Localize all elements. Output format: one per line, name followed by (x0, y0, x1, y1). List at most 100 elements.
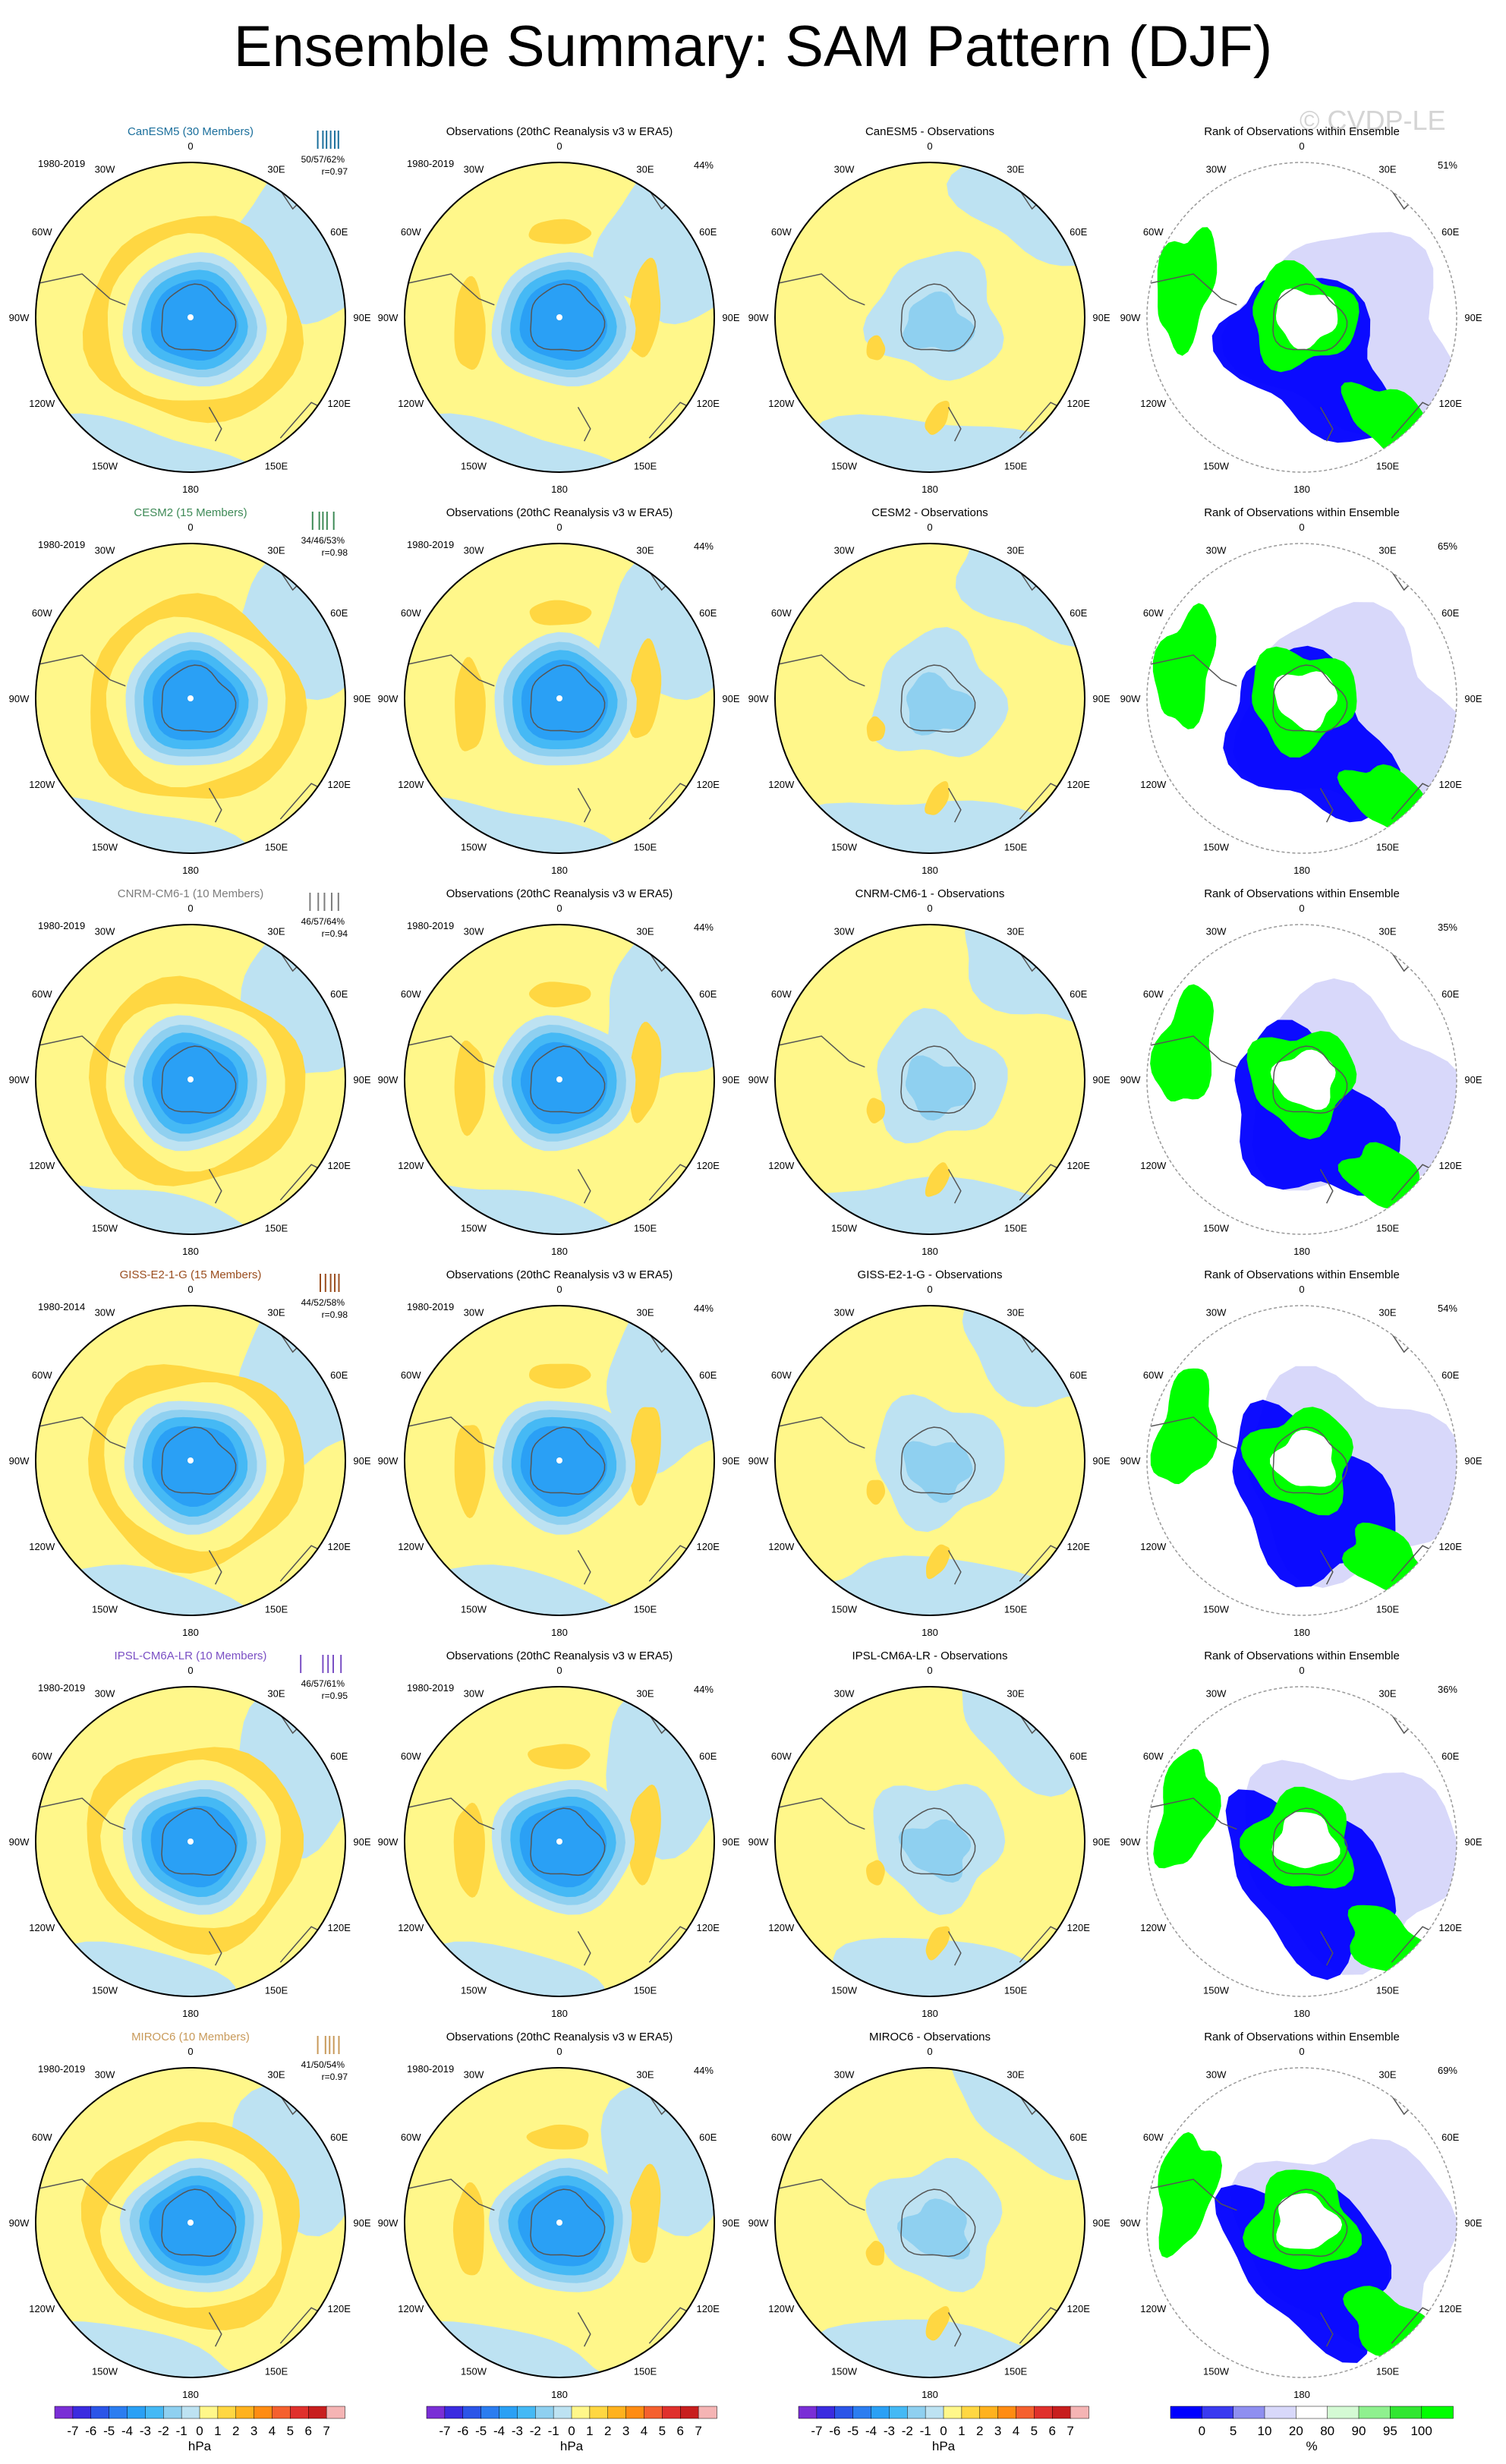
correlation-label: r=0.94 (322, 928, 348, 939)
rank-panel: Rank of Observations within Ensemble 35% 0… (1120, 887, 1482, 1257)
model-panel: GISS-E2-1-G (15 Members) 1980-2014 44/52/5… (9, 1268, 371, 1638)
longitude-label: 150E (1376, 842, 1400, 853)
panel-title: CanESM5 - Observations (865, 125, 994, 138)
longitude-label: 90W (748, 312, 769, 323)
new-zealand-coastline (947, 2311, 962, 2347)
map-border (1146, 543, 1457, 854)
longitude-label: 120E (328, 1541, 351, 1552)
longitude-label: 0 (1299, 1665, 1304, 1676)
south-america-coastline (38, 1798, 126, 1830)
colorbar: 0 5 10 20 80 90 95 100% (1170, 2406, 1454, 2453)
map-border (1146, 1686, 1457, 1997)
longitude-label: 150E (265, 1604, 288, 1615)
longitude-label: 0 (187, 903, 193, 914)
longitude-label: 90W (1120, 1074, 1141, 1085)
longitude-label: 90E (1092, 1836, 1110, 1848)
negative-core (151, 1041, 239, 1124)
south-america-coastline (407, 2179, 495, 2211)
longitude-label: 30E (1378, 1306, 1396, 1318)
positive-lobe (627, 257, 661, 358)
south-america-coastline (777, 273, 865, 306)
longitude-label: 60W (32, 2132, 52, 2143)
south-america-coastline (777, 654, 865, 687)
map-border (404, 1686, 715, 1997)
longitude-label: 0 (556, 521, 562, 533)
colorbar-swatch (535, 2406, 554, 2419)
longitude-label: 60E (699, 607, 717, 619)
longitude-label: 30W (95, 1687, 115, 1699)
colorbar-tick-label: -2 (530, 2424, 541, 2438)
longitude-label: 120W (768, 1160, 795, 1171)
panel-row: GISS-E2-1-G (15 Members) 1980-2014 44/52/5… (9, 1268, 1482, 1638)
antarctica-coastline (530, 1807, 606, 1876)
longitude-label: 150E (634, 1604, 657, 1615)
longitude-label: 0 (556, 140, 562, 152)
longitude-label: 0 (1299, 140, 1304, 152)
observation-panel: Observations (20thC Reanalysis v3 w ERA5… (378, 1268, 740, 1638)
colorbar-tick-label: 100 (1410, 2424, 1432, 2438)
longitude-label: 90E (1464, 1074, 1482, 1085)
positive-lobe (453, 1802, 485, 1898)
period-label: 1980-2019 (407, 2063, 454, 2075)
map-border (35, 1686, 346, 1997)
longitude-label: 120E (1439, 779, 1463, 790)
colorbar-swatch (571, 2406, 591, 2419)
colorbar-tick-label: 7 (323, 2424, 329, 2438)
longitude-label: 30W (95, 2069, 115, 2080)
panel-title: Rank of Observations within Ensemble (1204, 1649, 1400, 1662)
map-border (774, 924, 1085, 1235)
longitude-label: 120E (1067, 398, 1091, 409)
colorbar-swatch (145, 2406, 164, 2419)
longitude-label: 30W (464, 163, 484, 175)
stats-label: 46/57/64% (301, 916, 345, 927)
map-fill (36, 925, 345, 1234)
longitude-label: 60W (1143, 988, 1164, 1000)
new-zealand-coastline (1319, 1168, 1334, 1204)
longitude-label: 150W (92, 1223, 118, 1234)
longitude-label: 120E (328, 1160, 351, 1171)
longitude-label: 150E (265, 461, 288, 472)
longitude-label: 0 (187, 1665, 193, 1676)
colorbar-swatch (889, 2406, 908, 2419)
longitude-label: 120W (29, 779, 55, 790)
longitude-label: 180 (922, 2008, 938, 2019)
correlation-label: r=0.97 (322, 2072, 348, 2082)
longitude-label: 120E (1439, 1160, 1463, 1171)
longitude-label: 90W (378, 2217, 399, 2229)
longitude-label: 30W (834, 1687, 855, 1699)
positive-lobe (925, 400, 950, 435)
longitude-label: 150E (265, 1223, 288, 1234)
colorbar: -7 -6 -5 -4 -3 -2 -1 0 1 2 3 4 5 6 7 hPa (798, 2406, 1089, 2453)
longitude-label: 150E (1004, 842, 1028, 853)
longitude-label: 60E (1441, 988, 1459, 1000)
longitude-label: 30W (464, 1687, 484, 1699)
colorbar-tick-label: 3 (250, 2424, 257, 2438)
longitude-label: 180 (182, 2389, 199, 2400)
map-fill (775, 2068, 1085, 2377)
rank-panel: Rank of Observations within Ensemble 51% 0… (1120, 125, 1482, 495)
longitude-label: 30E (1007, 163, 1024, 175)
panel-title: GISS-E2-1-G - Observations (858, 1268, 1003, 1281)
colorbar-tick-label: -4 (865, 2424, 877, 2438)
positive-lobe (529, 600, 592, 625)
negative-region (814, 2319, 1085, 2377)
pole-marker (187, 314, 194, 320)
antarctica-coastline (900, 2188, 976, 2258)
model-panel: IPSL-CM6A-LR (10 Members) 1980-2019 46/57/… (9, 1649, 371, 2019)
longitude-label: 60W (32, 1750, 52, 1762)
longitude-label: 90E (353, 1074, 370, 1085)
colorbar: -7 -6 -5 -4 -3 -2 -1 0 1 2 3 4 5 6 7 hPa (54, 2406, 345, 2453)
observation-panel: Observations (20thC Reanalysis v3 w ERA5… (378, 125, 740, 495)
longitude-label: 90E (1464, 312, 1482, 323)
colorbar-tick-label: 0 (568, 2424, 575, 2438)
positive-lobe (454, 276, 486, 370)
south-america-coastline (1149, 1416, 1237, 1449)
negative-core (903, 291, 975, 352)
longitude-label: 180 (1293, 1246, 1310, 1257)
map-border (404, 2067, 715, 2378)
longitude-label: 60W (401, 988, 421, 1000)
longitude-label: 60W (1143, 607, 1164, 619)
colorbar-tick-label: 2 (604, 2424, 611, 2438)
map-border (35, 162, 346, 473)
map-border (35, 1305, 346, 1616)
